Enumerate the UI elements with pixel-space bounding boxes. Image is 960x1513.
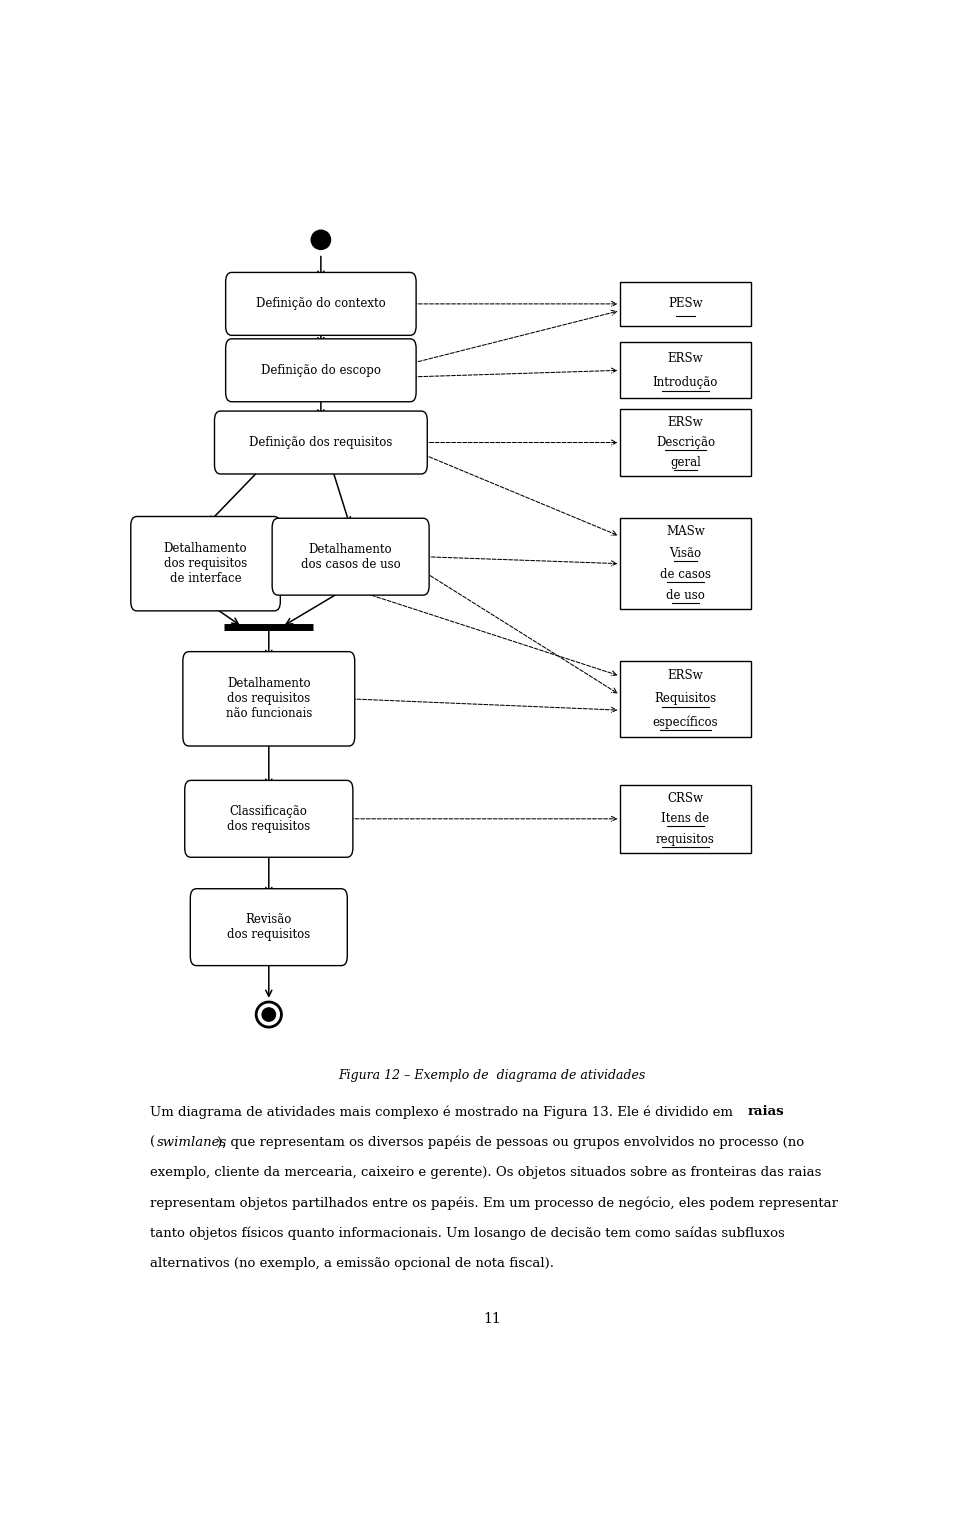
Text: tanto objetos físicos quanto informacionais. Um losango de decisão tem como saíd: tanto objetos físicos quanto informacion… — [150, 1227, 784, 1241]
Text: CRSw: CRSw — [667, 791, 704, 805]
Text: ERSw: ERSw — [667, 351, 704, 365]
FancyBboxPatch shape — [190, 888, 348, 965]
Text: Itens de: Itens de — [661, 812, 709, 825]
Text: Requisitos: Requisitos — [655, 693, 716, 705]
Text: específicos: específicos — [653, 716, 718, 729]
Text: Revisão
dos requisitos: Revisão dos requisitos — [228, 914, 310, 941]
Bar — [620, 519, 751, 610]
Text: exemplo, cliente da mercearia, caixeiro e gerente). Os objetos situados sobre as: exemplo, cliente da mercearia, caixeiro … — [150, 1167, 821, 1179]
Text: Visão: Visão — [669, 546, 702, 560]
Bar — [620, 342, 751, 398]
Bar — [620, 281, 751, 325]
Text: alternativos (no exemplo, a emissão opcional de nota fiscal).: alternativos (no exemplo, a emissão opci… — [150, 1257, 554, 1269]
Text: Definição do contexto: Definição do contexto — [256, 298, 386, 310]
Text: MASw: MASw — [666, 525, 705, 539]
Text: (: ( — [150, 1136, 155, 1148]
FancyBboxPatch shape — [131, 516, 280, 611]
FancyBboxPatch shape — [184, 781, 353, 858]
Text: ERSw: ERSw — [667, 416, 704, 428]
Text: requisitos: requisitos — [656, 832, 715, 846]
FancyBboxPatch shape — [272, 519, 429, 595]
Text: swimlanes: swimlanes — [156, 1136, 227, 1148]
Text: PESw: PESw — [668, 298, 703, 310]
Bar — [620, 409, 751, 477]
FancyBboxPatch shape — [182, 652, 355, 746]
FancyBboxPatch shape — [214, 412, 427, 474]
Text: geral: geral — [670, 457, 701, 469]
Ellipse shape — [311, 230, 330, 250]
Text: ), que representam os diversos papéis de pessoas ou grupos envolvidos no process: ), que representam os diversos papéis de… — [218, 1136, 804, 1150]
Text: Definição dos requisitos: Definição dos requisitos — [250, 436, 393, 449]
Text: de uso: de uso — [666, 589, 705, 602]
FancyBboxPatch shape — [226, 272, 416, 336]
Text: de casos: de casos — [660, 567, 711, 581]
Text: Definição do escopo: Definição do escopo — [261, 363, 381, 377]
Text: Classificação
dos requisitos: Classificação dos requisitos — [228, 805, 310, 832]
Text: Detalhamento
dos requisitos
de interface: Detalhamento dos requisitos de interface — [164, 542, 248, 586]
Text: 11: 11 — [483, 1312, 501, 1325]
Ellipse shape — [262, 1008, 276, 1021]
Text: Descrição: Descrição — [656, 436, 715, 449]
Ellipse shape — [256, 1002, 281, 1027]
Text: representam objetos partilhados entre os papéis. Em um processo de negócio, eles: representam objetos partilhados entre os… — [150, 1197, 838, 1210]
FancyBboxPatch shape — [226, 339, 416, 402]
Text: Figura 12 – Exemplo de  diagrama de atividades: Figura 12 – Exemplo de diagrama de ativi… — [338, 1068, 646, 1082]
Text: raias: raias — [747, 1106, 783, 1118]
Text: Introdução: Introdução — [653, 375, 718, 389]
Text: Detalhamento
dos casos de uso: Detalhamento dos casos de uso — [300, 543, 400, 570]
Text: Detalhamento
dos requisitos
não funcionais: Detalhamento dos requisitos não funciona… — [226, 678, 312, 720]
Bar — [620, 661, 751, 737]
Bar — [620, 785, 751, 853]
Text: Um diagrama de atividades mais complexo é mostrado na Figura 13. Ele é dividido : Um diagrama de atividades mais complexo … — [150, 1106, 737, 1120]
Text: ERSw: ERSw — [667, 669, 704, 682]
